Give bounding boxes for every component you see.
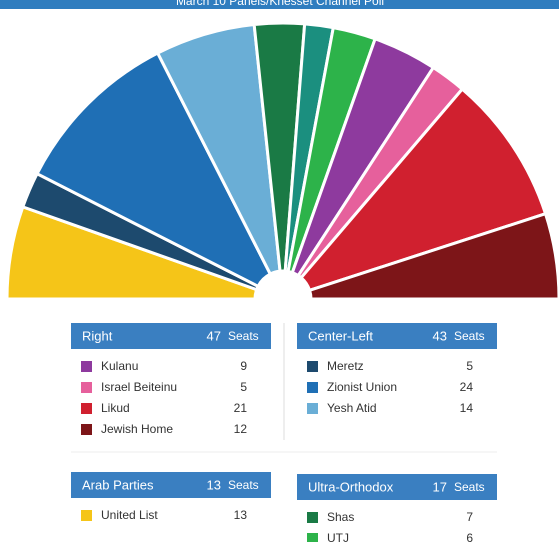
legend-label: Israel Beiteinu bbox=[101, 380, 177, 394]
legend-value: 13 bbox=[234, 508, 248, 522]
group-unit: Seats bbox=[228, 478, 259, 492]
group-title: Center-Left bbox=[308, 328, 373, 343]
legend-label: Zionist Union bbox=[327, 380, 397, 394]
legend-value: 5 bbox=[466, 359, 473, 373]
legend-value: 14 bbox=[460, 401, 474, 415]
group-header bbox=[297, 323, 497, 349]
group-total: 47 bbox=[207, 328, 221, 343]
chart-title: March 10 Panels/Knesset Channel Poll bbox=[176, 0, 384, 8]
legend-chip bbox=[81, 361, 92, 372]
legend-value: 9 bbox=[240, 359, 247, 373]
group-total: 17 bbox=[433, 479, 447, 494]
group-unit: Seats bbox=[454, 329, 485, 343]
legend-label: United List bbox=[101, 508, 158, 522]
wedge bbox=[155, 22, 282, 277]
legend-value: 24 bbox=[460, 380, 474, 394]
group-header bbox=[297, 474, 497, 500]
legend-chip bbox=[307, 512, 318, 523]
legend-chip bbox=[307, 382, 318, 393]
legend-value: 12 bbox=[234, 422, 248, 436]
legend-label: Shas bbox=[327, 510, 354, 524]
legend-chip bbox=[81, 510, 92, 521]
group-header bbox=[71, 323, 271, 349]
wedge bbox=[35, 51, 273, 289]
legend-value: 5 bbox=[240, 380, 247, 394]
legend-value: 6 bbox=[466, 531, 473, 542]
legend-chip bbox=[81, 382, 92, 393]
legend-chip bbox=[81, 424, 92, 435]
legend-label: UTJ bbox=[327, 531, 349, 542]
wedge bbox=[5, 204, 259, 301]
legend-value: 21 bbox=[234, 401, 248, 415]
legend-chip bbox=[307, 403, 318, 414]
group-title: Ultra-Orthodox bbox=[308, 479, 394, 494]
group-unit: Seats bbox=[454, 480, 485, 494]
legend-value: 7 bbox=[466, 510, 473, 524]
group-unit: Seats bbox=[228, 329, 259, 343]
legend-chip bbox=[307, 533, 318, 542]
legend-chip bbox=[81, 403, 92, 414]
legend-label: Jewish Home bbox=[101, 422, 173, 436]
group-title: Right bbox=[82, 328, 113, 343]
legend-label: Meretz bbox=[327, 359, 364, 373]
group-title: Arab Parties bbox=[82, 477, 154, 492]
group-header bbox=[71, 472, 271, 498]
group-total: 13 bbox=[207, 477, 221, 492]
title-band bbox=[0, 0, 559, 9]
legend-label: Kulanu bbox=[101, 359, 138, 373]
legend-label: Yesh Atid bbox=[327, 401, 377, 415]
group-total: 43 bbox=[433, 328, 447, 343]
wedge bbox=[299, 87, 548, 293]
legend-label: Likud bbox=[101, 401, 130, 415]
legend-chip bbox=[307, 361, 318, 372]
